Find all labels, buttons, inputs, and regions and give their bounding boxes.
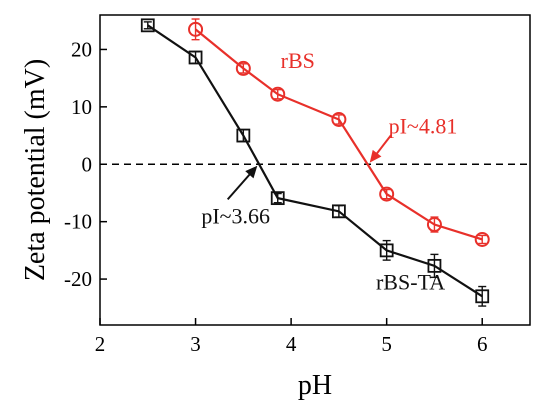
axis-ticks: 2 3 4 5 6 -20 -10 0 10 20 xyxy=(64,37,487,356)
data-point xyxy=(236,128,251,143)
annotation-arrow-line xyxy=(226,171,253,201)
data-point xyxy=(379,186,395,202)
data-point xyxy=(270,86,286,102)
y-tick-label: -10 xyxy=(64,210,92,234)
x-tick-label: 4 xyxy=(286,332,297,356)
series-rbs xyxy=(188,18,490,247)
data-point xyxy=(331,204,346,219)
data-point xyxy=(331,111,347,127)
data-point xyxy=(474,231,490,247)
series-layer xyxy=(140,18,490,307)
y-tick-label: 10 xyxy=(71,95,92,119)
x-tick-label: 2 xyxy=(95,332,106,356)
data-point xyxy=(475,289,490,304)
annotation-arrow-line xyxy=(373,134,392,157)
annotation-pi-4-81: pI~4.81 xyxy=(389,113,458,138)
x-tick-label: 5 xyxy=(381,332,392,356)
data-point xyxy=(140,18,155,33)
data-point xyxy=(235,60,251,76)
data-point xyxy=(270,191,285,206)
x-tick-label: 3 xyxy=(190,332,201,356)
y-axis-title: Zeta potential (mV) xyxy=(20,59,51,281)
annotation-arrow-head xyxy=(369,149,382,163)
x-tick-label: 6 xyxy=(477,332,488,356)
series-rbs-ta xyxy=(140,18,490,307)
annotation-rbs-ta: rBS-TA xyxy=(376,269,445,294)
data-point xyxy=(188,21,204,37)
annotation-rbs: rBS xyxy=(281,48,315,73)
annotation-arrow-head xyxy=(245,165,258,179)
x-axis-title: pH xyxy=(298,370,332,401)
data-point xyxy=(427,258,442,273)
y-tick-label: -20 xyxy=(64,267,92,291)
data-point xyxy=(426,217,442,233)
y-tick-label: 0 xyxy=(82,152,93,176)
plot-frame xyxy=(99,14,531,326)
data-point xyxy=(188,50,203,65)
y-tick-label: 20 xyxy=(71,37,92,61)
annotation-pi-3-66: pI~3.66 xyxy=(201,203,270,228)
data-point xyxy=(379,243,394,258)
annotation-layer: rBS rBS-TA pI~4.81 pI~3.66 xyxy=(201,48,457,295)
series-line-rbs-ta xyxy=(147,24,483,298)
